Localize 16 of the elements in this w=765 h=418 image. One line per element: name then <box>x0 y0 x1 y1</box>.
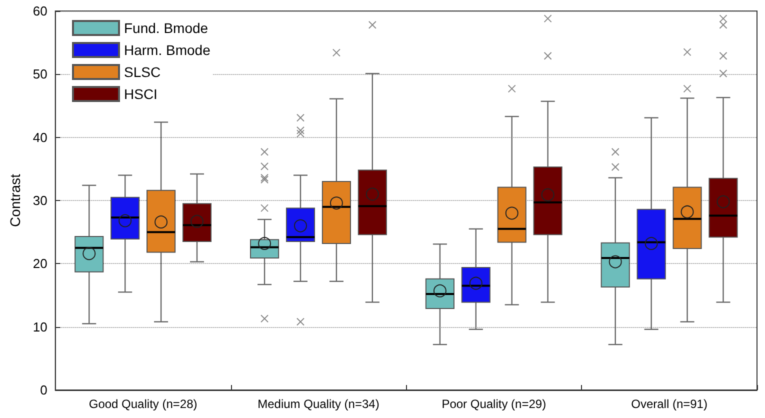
y-tick-label: 30 <box>32 193 48 208</box>
y-axis-title: Contrast <box>7 174 23 227</box>
y-tick-label: 20 <box>32 256 48 272</box>
x-tick-label: Medium Quality (n=34) <box>258 397 380 411</box>
y-tick-label: 40 <box>32 130 48 145</box>
y-tick-label: 60 <box>32 4 48 18</box>
y-tick-label: 0 <box>40 382 48 398</box>
legend-label: HSCI <box>124 86 158 102</box>
legend-label: SLSC <box>124 64 161 80</box>
x-tick-label: Overall (n=91) <box>631 397 708 411</box>
x-tick-label: Poor Quality (n=29) <box>442 397 546 411</box>
legend-label: Harm. Bmode <box>124 42 211 58</box>
y-tick-label: 50 <box>32 66 48 82</box>
y-tick-label: 10 <box>32 319 48 334</box>
legend-label: Fund. Bmode <box>124 20 208 36</box>
x-tick-label: Good Quality (n=28) <box>88 397 198 411</box>
